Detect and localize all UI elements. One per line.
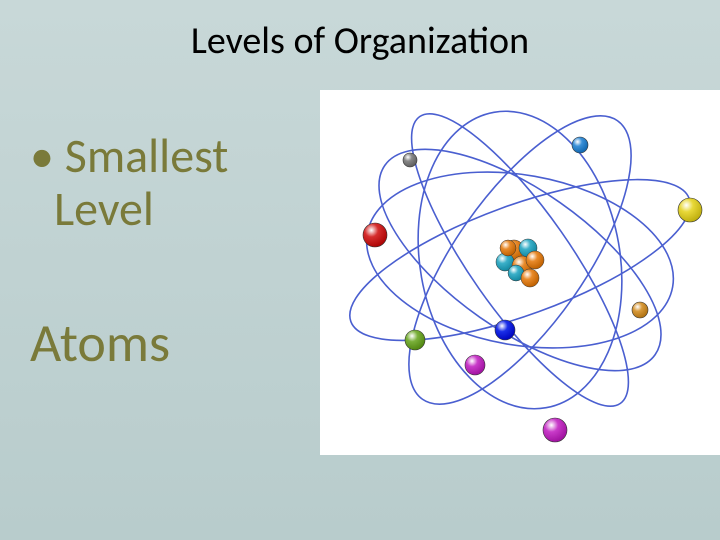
secondary-text: Atoms (30, 310, 170, 376)
atom-illustration (320, 90, 720, 455)
atom-svg (320, 90, 720, 455)
bullet-line-2: Level (54, 179, 154, 238)
page-title: Levels of Organization (0, 18, 720, 64)
bullet-item: Smallest Level (30, 130, 310, 236)
bullet-line-1: Smallest (65, 126, 229, 185)
bullet-block: Smallest Level (30, 130, 310, 236)
